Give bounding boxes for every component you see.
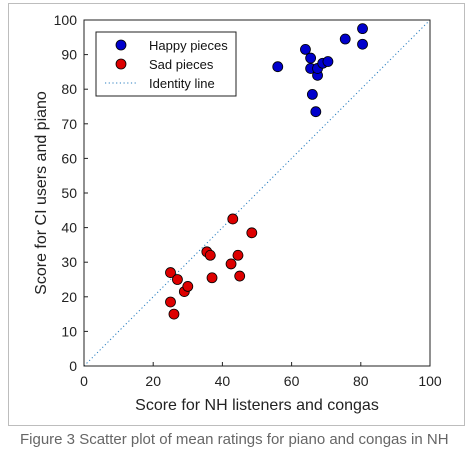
sad-point [165,296,176,308]
y-tick-label: 70 [61,116,77,132]
y-tick-label: 0 [69,358,77,374]
chart-legend: Happy pieces Sad pieces Identity line [95,31,237,97]
x-tick-label: 100 [418,373,442,389]
happy-point [322,56,334,67]
x-axis-title: Score for NH listeners and congas [135,397,379,414]
sad-point [182,281,194,292]
sad-point [225,258,237,270]
figure-caption: Figure 3 Scatter plot of mean ratings fo… [20,431,449,448]
sad-point [234,270,246,282]
scatter-chart: 0 20 40 60 80 100 0 10 20 30 40 50 60 70 80 90 100 Score… [33,12,442,414]
happy-point [272,61,284,73]
happy-point [306,88,318,100]
legend-label: Happy pieces [149,38,228,53]
sad-point [246,227,258,239]
legend-marker [115,39,127,51]
happy-point [300,44,311,55]
y-axis-title: Score for CI users and piano [33,91,50,295]
legend-label: Sad pieces [149,57,214,72]
y-tick-label: 80 [61,81,77,97]
y-tick-label: 100 [54,12,78,28]
x-tick-label: 40 [215,373,231,389]
happy-point [357,38,368,50]
sad-point [168,308,180,320]
y-tick-label: 10 [61,323,77,339]
y-tick-label: 50 [61,185,77,201]
y-tick-label: 30 [61,254,77,270]
sad-point [165,267,176,278]
happy-point [339,33,351,45]
y-tick-label: 40 [61,220,77,236]
happy-point [357,23,368,35]
sad-point [232,249,244,261]
x-tick-label: 80 [353,373,369,389]
x-tick-label: 20 [145,373,161,389]
sad-point [172,274,183,285]
identity-line [83,19,431,367]
y-tick-label: 20 [61,289,77,305]
happy-point [305,52,317,64]
legend-label: Identity line [149,76,215,91]
legend-marker [115,58,127,70]
sad-point [227,213,239,225]
sad-point [204,249,216,261]
x-tick-label: 0 [80,373,88,389]
x-tick-label: 60 [284,373,300,389]
y-tick-label: 60 [61,150,77,166]
sad-point [206,272,218,284]
happy-point [310,106,322,118]
y-tick-label: 90 [61,47,77,63]
